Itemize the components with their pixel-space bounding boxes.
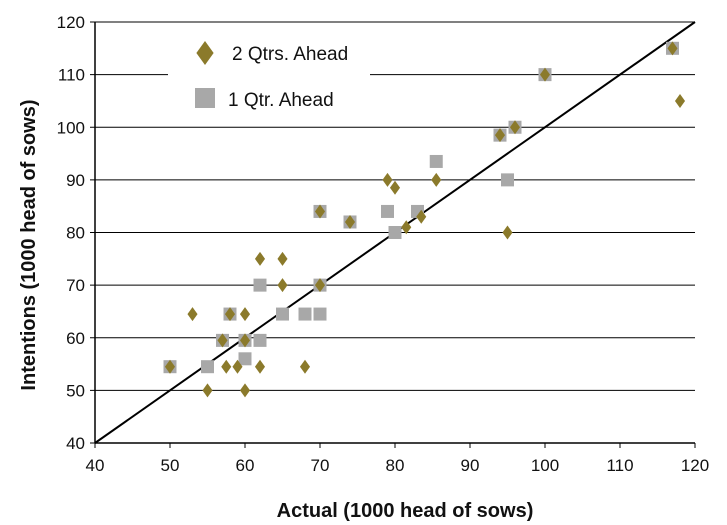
y-tick-label-100: 100 [57,118,85,137]
legend-label-2-qtrs: 2 Qtrs. Ahead [232,44,348,65]
point-2-qtrs-15 [314,204,326,219]
point-2-qtrs-6 [232,359,243,374]
legend: 2 Qtrs. Ahead 1 Qtr. Ahead [168,30,370,120]
tick-labels-layer: 40 50 60 70 80 90 100 110 120 40 50 60 70 80 90 100 110 1… [57,13,710,475]
point-2-qtrs-26 [539,67,551,82]
point-2-qtrs-22 [431,172,442,187]
point-2-qtrs-4 [221,359,232,374]
legend-square-icon [195,88,215,108]
point-1-qtr-8 [276,307,289,321]
point-2-qtrs-11 [254,359,266,374]
point-2-qtrs-19 [389,180,401,195]
point-2-qtrs-21 [416,209,427,224]
x-tick-label-40: 40 [86,456,105,475]
point-2-qtrs-9 [239,383,251,398]
point-2-qtrs-23 [494,128,506,143]
y-tick-label-60: 60 [66,329,85,348]
legend-marker-2-qtrs [196,41,214,65]
x-tick-label-50: 50 [161,456,180,475]
legend-diamond-icon [196,41,214,65]
x-tick-label-90: 90 [461,456,480,475]
point-2-qtrs-20 [401,220,412,235]
point-2-qtrs-24 [502,225,513,240]
point-1-qtr-17 [429,154,443,168]
x-tick-label-70: 70 [311,456,330,475]
y-tick-label-120: 120 [57,13,85,32]
point-1-qtr-9 [298,307,312,321]
point-2-qtrs-2 [202,383,213,398]
y-tick-label-80: 80 [66,224,85,243]
point-1-qtr-10 [313,307,327,321]
point-1-qtr-15 [388,226,402,239]
point-2-qtrs-10 [254,251,266,266]
y-axis-title: Intentions (1000 head of sows) [18,99,40,390]
point-2-qtrs-25 [509,120,521,135]
y-tick-label-40: 40 [66,434,85,453]
point-1-qtr-7 [253,333,267,347]
point-2-qtrs-1 [187,307,198,322]
x-tick-label-80: 80 [386,456,405,475]
x-tick-label-110: 110 [606,456,633,475]
axes-layer [90,21,696,448]
y-tick-label-90: 90 [66,171,85,190]
y-tick-label-70: 70 [66,276,85,295]
point-2-qtrs-12 [277,251,288,266]
point-1-qtr-14 [381,204,394,218]
point-2-qtrs-7 [239,307,251,322]
legend-marker-1-qtr [195,88,215,108]
point-2-qtrs-14 [299,359,311,374]
point-2-qtrs-28 [674,93,686,108]
y-tick-label-110: 110 [58,66,85,85]
points-layer [163,41,686,398]
point-1-qtr-5 [238,352,252,366]
point-2-qtrs-5 [224,307,236,322]
point-2-qtrs-8 [239,333,251,348]
point-2-qtrs-3 [217,333,228,348]
point-1-qtr-6 [253,278,267,292]
point-1-qtr-19 [501,173,514,187]
point-2-qtrs-16 [314,278,326,293]
legend-label-1-qtr: 1 Qtr. Ahead [228,90,334,111]
x-tick-label-100: 100 [531,456,559,475]
point-2-qtrs-18 [382,172,393,187]
point-2-qtrs-17 [344,214,356,229]
x-tick-label-60: 60 [236,456,255,475]
point-1-qtr-1 [201,360,214,374]
y-tick-label-50: 50 [66,381,85,400]
x-tick-label-120: 120 [681,456,709,475]
point-2-qtrs-0 [164,359,176,374]
point-2-qtrs-13 [277,278,288,293]
point-2-qtrs-27 [667,41,678,56]
x-axis-title: Actual (1000 head of sows) [277,500,534,522]
